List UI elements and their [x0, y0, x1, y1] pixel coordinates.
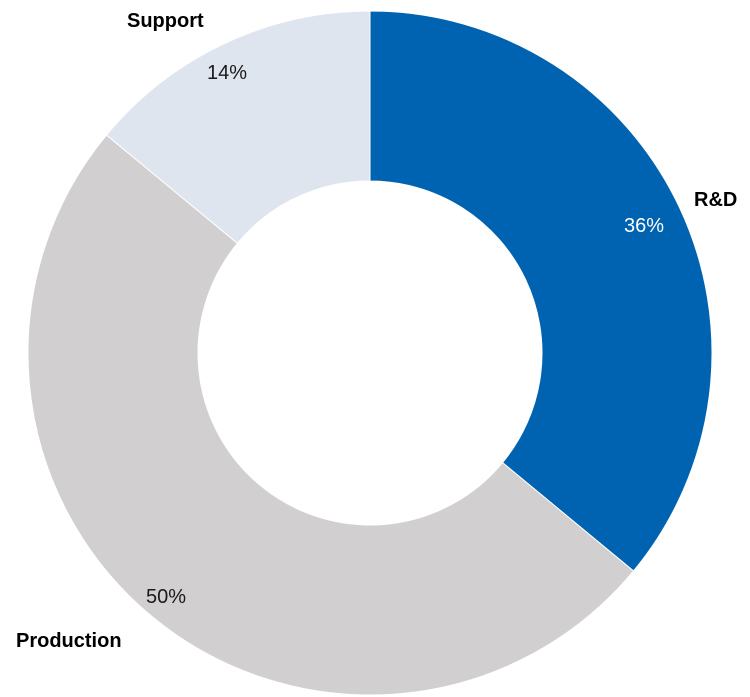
category-label-support: Support [127, 10, 204, 32]
donut-labels: R&D 36% Production 50% Support 14% [16, 10, 737, 652]
slice-support [105, 10, 371, 245]
value-label-production: 50% [146, 586, 186, 608]
donut-slices [27, 10, 713, 696]
slice-production [27, 134, 635, 696]
value-label-support: 14% [207, 62, 247, 84]
slice-rd [369, 10, 713, 572]
category-label-rd: R&D [694, 189, 737, 211]
value-label-rd: 36% [624, 215, 664, 237]
category-label-production: Production [16, 630, 122, 652]
